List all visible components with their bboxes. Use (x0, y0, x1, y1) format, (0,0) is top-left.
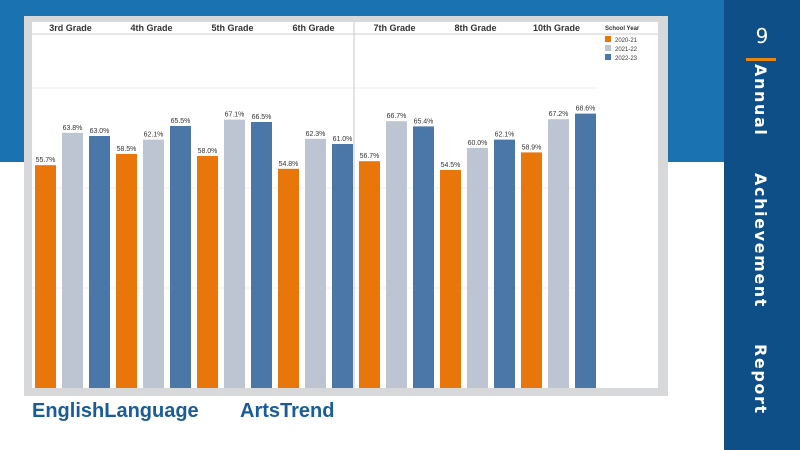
category-label: 4th Grade (130, 23, 172, 33)
data-label: 67.1% (225, 112, 245, 119)
data-label: 55.7% (36, 157, 56, 164)
legend-swatch (605, 45, 611, 51)
legend-label: 2021-22 (615, 47, 638, 53)
page-number: 9 (755, 24, 769, 48)
data-label: 63.0% (90, 128, 110, 135)
data-label: 56.7% (360, 153, 380, 160)
bar (170, 126, 191, 388)
data-label: 58.9% (522, 144, 542, 151)
bar (62, 132, 83, 388)
data-label: 61.0% (333, 136, 353, 143)
category-label: 7th Grade (373, 23, 415, 33)
data-label: 62.1% (144, 132, 164, 139)
data-label: 62.3% (306, 131, 326, 138)
category-label: 3rd Grade (49, 23, 92, 33)
side-title-word-3: Report (751, 344, 770, 415)
data-label: 60.0% (468, 140, 488, 147)
accent-divider (746, 58, 776, 61)
bar (575, 113, 596, 388)
legend-label: 2022-23 (615, 56, 638, 62)
bar (413, 126, 434, 388)
category-label: 5th Grade (211, 23, 253, 33)
data-label: 58.0% (198, 148, 218, 155)
side-title-word-1: Annual (751, 64, 770, 137)
bar (386, 121, 407, 388)
side-panel (724, 0, 800, 450)
bar (305, 138, 326, 388)
side-title-word-2: Achievement (751, 172, 770, 308)
bar (143, 139, 164, 388)
legend-title: School Year (605, 26, 640, 32)
bar (494, 139, 515, 388)
bar (35, 165, 56, 388)
category-label: 6th Grade (292, 23, 334, 33)
bar (224, 119, 245, 388)
data-label: 66.7% (387, 113, 407, 120)
data-label: 54.8% (279, 161, 299, 168)
bar (440, 170, 461, 388)
bar (197, 156, 218, 388)
bar-chart: 3rd Grade 55.7% 63.8% 63.0% 4th Grade 58.5% 62… (32, 22, 658, 388)
chart-title-left: EnglishLanguage (32, 400, 199, 422)
data-label: 58.5% (117, 146, 137, 153)
bar (251, 122, 272, 388)
data-label: 65.4% (414, 118, 434, 125)
bar (278, 168, 299, 388)
bar (332, 144, 353, 388)
category-label: 8th Grade (454, 23, 496, 33)
data-label: 65.5% (171, 118, 191, 125)
bar (467, 148, 488, 388)
bar (521, 152, 542, 388)
bar (116, 154, 137, 388)
data-label: 63.8% (63, 125, 83, 132)
bar (359, 161, 380, 388)
legend-swatch (605, 36, 611, 42)
data-label: 68.6% (576, 106, 596, 113)
data-label: 66.5% (252, 114, 272, 121)
category-label: 10th Grade (533, 23, 580, 33)
data-label: 67.2% (549, 111, 569, 118)
bar (89, 136, 110, 388)
data-label: 62.1% (495, 132, 515, 139)
side-title: Annual Achievement Report (748, 64, 772, 415)
legend-label: 2020-21 (615, 38, 638, 44)
data-label: 54.5% (441, 162, 461, 169)
chart-title-right: ArtsTrend (240, 400, 335, 422)
legend-swatch (605, 54, 611, 60)
bar (548, 119, 569, 388)
